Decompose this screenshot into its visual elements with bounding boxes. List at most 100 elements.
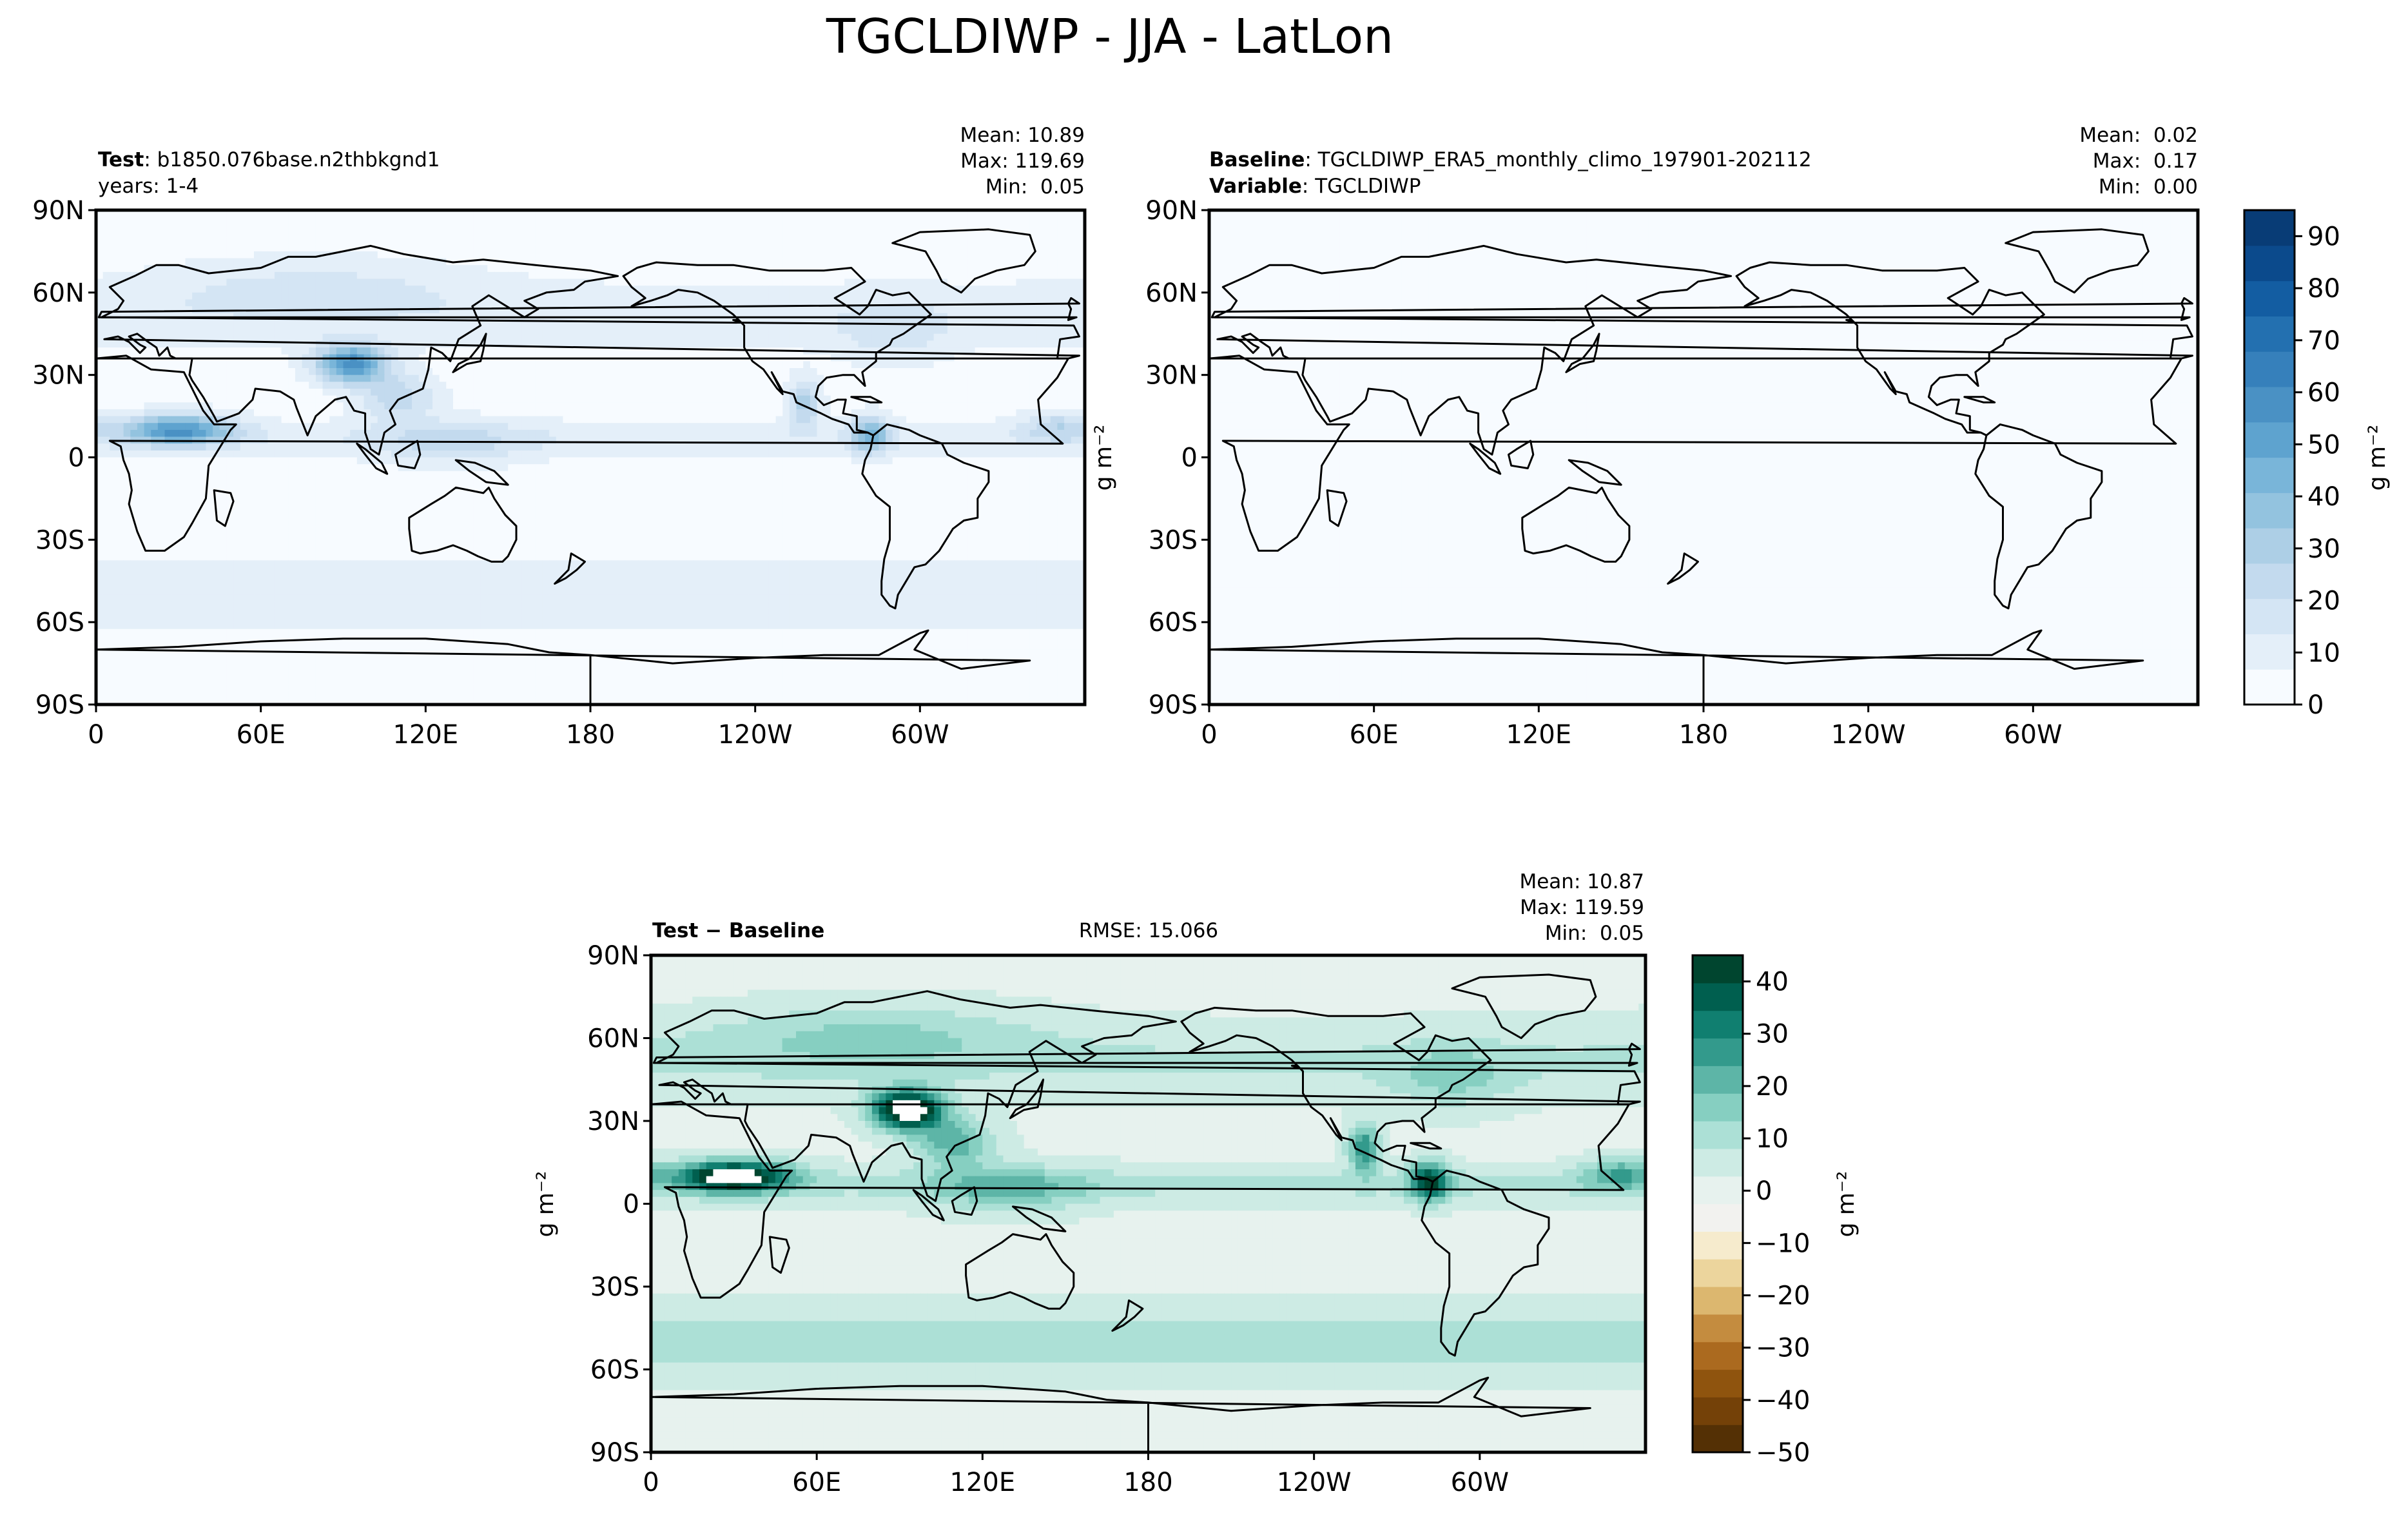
field-cell xyxy=(219,443,227,451)
field-cell xyxy=(638,443,646,451)
field-cell xyxy=(865,258,873,266)
field-cell xyxy=(748,423,756,431)
field-cell xyxy=(734,436,742,444)
field-cell xyxy=(371,230,378,238)
field-cell xyxy=(260,327,268,335)
field-cell xyxy=(123,347,131,355)
field-cell xyxy=(570,271,578,280)
field-cell xyxy=(1050,340,1058,348)
field-cell xyxy=(741,368,749,376)
field-cell xyxy=(452,423,461,431)
field-cell xyxy=(226,375,234,382)
field-cell xyxy=(947,278,955,286)
field-cell xyxy=(734,409,742,417)
field-cell xyxy=(954,244,962,252)
field-cell xyxy=(446,436,454,444)
field-cell xyxy=(995,271,1003,280)
field-cell xyxy=(995,333,1003,341)
field-cell xyxy=(425,416,433,423)
field-cell xyxy=(782,306,790,314)
field-cell xyxy=(865,436,873,444)
field-cell xyxy=(1023,423,1031,431)
field-cell xyxy=(721,278,728,286)
field-cell xyxy=(940,237,948,245)
field-cell xyxy=(206,395,213,403)
field-cell xyxy=(398,244,405,252)
field-cell xyxy=(782,292,790,300)
field-cell xyxy=(782,402,790,410)
field-cell xyxy=(151,244,159,252)
field-cell xyxy=(274,409,282,417)
field-cell xyxy=(1016,402,1024,410)
field-cell xyxy=(748,429,756,438)
field-cell xyxy=(219,320,227,327)
field-cell xyxy=(947,347,955,355)
field-cell xyxy=(130,375,138,382)
field-cell xyxy=(672,210,681,218)
field-cell xyxy=(693,429,701,438)
field-cell xyxy=(982,217,989,224)
field-cell xyxy=(1029,265,1038,273)
field-cell xyxy=(666,409,674,417)
field-cell xyxy=(508,409,516,417)
field-cell xyxy=(1009,306,1017,314)
field-cell xyxy=(371,258,378,266)
field-cell xyxy=(501,436,509,444)
field-cell xyxy=(693,286,701,293)
field-cell xyxy=(775,286,783,293)
field-cell xyxy=(364,286,371,293)
field-cell xyxy=(590,423,598,431)
field-cell xyxy=(1009,423,1017,431)
field-cell xyxy=(192,375,200,382)
field-cell xyxy=(631,278,639,286)
field-cell xyxy=(810,210,818,218)
field-cell xyxy=(549,292,557,300)
field-cell xyxy=(322,286,330,293)
field-cell xyxy=(439,382,447,389)
field-cell xyxy=(206,375,213,382)
field-cell xyxy=(96,436,104,444)
field-cell xyxy=(830,292,839,300)
field-cell xyxy=(185,388,193,396)
field-cell xyxy=(625,361,632,369)
field-cell xyxy=(1036,244,1044,252)
field-cell xyxy=(364,230,371,238)
field-cell xyxy=(796,409,804,417)
field-cell xyxy=(645,210,653,218)
field-cell xyxy=(796,230,804,238)
field-cell xyxy=(597,210,605,218)
field-cell xyxy=(810,340,818,348)
field-cell xyxy=(824,224,831,231)
field-cell xyxy=(1057,306,1065,314)
field-cell xyxy=(886,436,893,444)
field-cell xyxy=(933,251,941,259)
field-cell xyxy=(494,409,502,417)
field-cell xyxy=(610,388,619,396)
field-cell xyxy=(1050,224,1058,231)
field-cell xyxy=(728,306,735,314)
field-cell xyxy=(343,299,351,307)
field-cell xyxy=(281,217,289,224)
field-cell xyxy=(1036,429,1044,438)
field-cell xyxy=(116,409,124,417)
field-cell xyxy=(391,237,399,245)
field-cell xyxy=(775,429,783,438)
field-cell xyxy=(418,237,426,245)
field-cell xyxy=(405,382,413,389)
field-cell xyxy=(309,382,316,389)
field-cell xyxy=(199,333,207,341)
field-cell xyxy=(1036,368,1044,376)
field-cell xyxy=(837,423,845,431)
field-cell xyxy=(535,443,543,451)
field-cell xyxy=(535,333,543,341)
field-cell xyxy=(254,286,262,293)
field-cell xyxy=(467,388,474,396)
field-cell xyxy=(171,278,179,286)
field-cell xyxy=(604,347,612,355)
field-cell xyxy=(1050,306,1058,314)
field-cell xyxy=(219,210,227,218)
field-cell xyxy=(384,409,392,417)
field-cell xyxy=(645,265,653,273)
field-cell xyxy=(652,382,660,389)
field-cell xyxy=(940,217,948,224)
